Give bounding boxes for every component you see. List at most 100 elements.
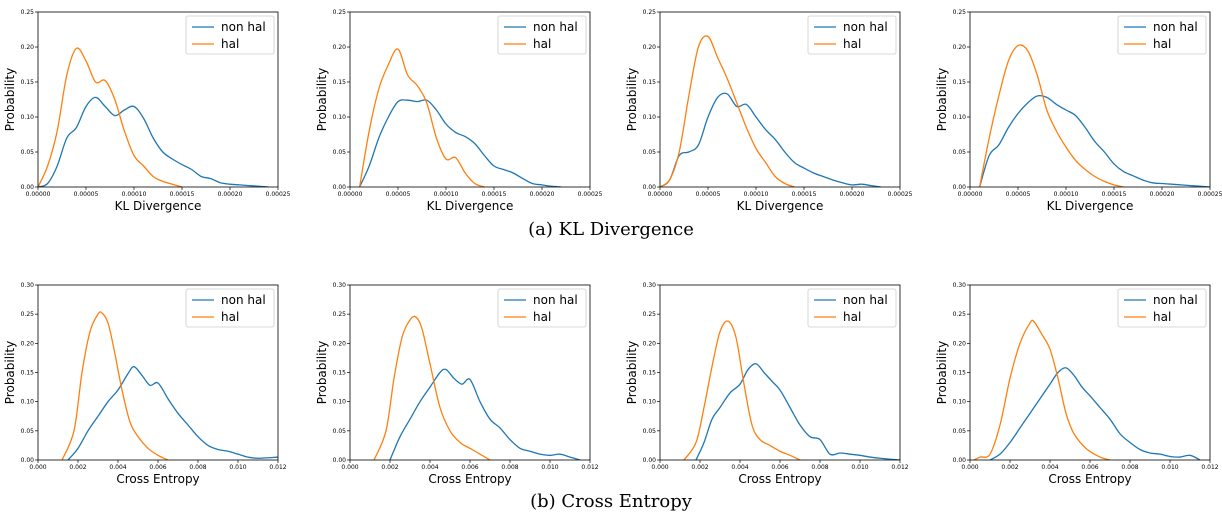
y-tick-label: 0.25 [953,311,967,318]
y-axis-label: Probability [3,68,17,131]
legend: non hal hal [807,288,897,328]
x-tick-label: 0.006 [149,464,166,471]
y-tick-label: 0.10 [643,114,657,121]
legend: non hal hal [497,15,587,55]
x-tick-label: 0.00020 [530,191,555,198]
x-tick-label: 0.00005 [386,191,411,198]
x-tick-label: 0.006 [771,464,788,471]
legend-label-non-hal: non hal [533,20,578,34]
subplot-0-1: 0.00000 0.00005 0.00010 0.00015 0.00020 0.000… [315,9,603,213]
y-tick-label: 0.00 [953,457,967,464]
y-tick-label: 0.05 [21,149,35,156]
x-tick-label: 0.00010 [122,191,147,198]
y-tick-label: 0.30 [21,282,35,289]
series-line-hal [358,48,485,187]
x-tick-label: 0.00015 [482,191,507,198]
y-tick-label: 0.10 [953,399,967,406]
legend-label-hal: hal [533,310,551,324]
x-tick-label: 0.00015 [792,191,817,198]
y-tick-label: 0.00 [643,184,657,191]
y-tick-label: 0.10 [21,399,35,406]
y-tick-label: 0.15 [333,370,347,377]
y-tick-label: 0.15 [21,370,35,377]
y-axis-label: Probability [315,341,329,404]
x-tick-label: 0.00000 [26,191,51,198]
series-line-hal [683,320,801,460]
y-tick-label: 0.00 [21,184,35,191]
legend-label-non-hal: non hal [1153,293,1198,307]
y-tick-label: 0.20 [953,44,967,51]
x-tick-label: 0.00005 [1006,191,1031,198]
series-line-hal [38,47,183,187]
legend: non hal hal [497,288,587,328]
x-tick-label: 0.010 [229,464,246,471]
y-tick-label: 0.15 [21,79,35,86]
subplot-0-2: 0.00000 0.00005 0.00010 0.00015 0.00020 0.000… [625,9,913,213]
series-line-non-hal [38,96,269,187]
series-line-non-hal [389,368,581,460]
x-tick-label: 0.00010 [434,191,459,198]
x-axis-label: Cross Entropy [738,472,821,486]
x-tick-label: 0.012 [581,464,598,471]
series-line-hal [973,319,1111,460]
legend-label-hal: hal [221,310,239,324]
x-tick-label: 0.012 [1201,464,1218,471]
y-tick-label: 0.20 [333,44,347,51]
x-tick-label: 0.00020 [218,191,243,198]
x-axis-label: Cross Entropy [428,472,511,486]
x-axis-label: Cross Entropy [1048,472,1131,486]
legend-label-non-hal: non hal [1153,20,1198,34]
x-tick-label: 0.010 [541,464,558,471]
y-tick-label: 0.05 [953,428,967,435]
x-tick-label: 0.00020 [1150,191,1175,198]
series-line-hal [660,35,795,187]
series-line-non-hal [978,94,1210,187]
y-tick-label: 0.25 [643,311,657,318]
x-tick-label: 0.012 [269,464,286,471]
series-line-hal [978,44,1124,187]
x-tick-label: 0.002 [691,464,708,471]
x-tick-label: 0.000 [651,464,668,471]
x-tick-label: 0.002 [381,464,398,471]
x-tick-label: 0.00010 [744,191,769,198]
y-axis-label: Probability [3,341,17,404]
x-tick-label: 0.000 [341,464,358,471]
legend-label-non-hal: non hal [843,293,888,307]
subplot-1-0: 0.000 0.002 0.004 0.006 0.008 0.010 0.012 0.00 0… [3,282,287,486]
x-tick-label: 0.008 [1121,464,1138,471]
y-tick-label: 0.25 [953,9,967,16]
y-axis-label: Probability [935,341,949,404]
series-line-non-hal [989,367,1201,460]
x-tick-label: 0.00010 [1054,191,1079,198]
y-tick-label: 0.05 [953,149,967,156]
x-tick-label: 0.00020 [840,191,865,198]
legend-label-non-hal: non hal [221,293,266,307]
x-tick-label: 0.000 [961,464,978,471]
legend-label-hal: hal [1153,37,1171,51]
y-tick-label: 0.10 [333,114,347,121]
legend: non hal hal [185,15,275,55]
x-tick-label: 0.00025 [266,191,291,198]
x-axis-label: KL Divergence [427,199,514,213]
x-tick-label: 0.000 [29,464,46,471]
x-tick-label: 0.00025 [578,191,603,198]
y-tick-label: 0.25 [643,9,657,16]
legend-label-hal: hal [843,37,861,51]
y-tick-label: 0.15 [333,79,347,86]
y-tick-label: 0.05 [21,428,35,435]
y-tick-label: 0.00 [21,457,35,464]
x-axis-label: KL Divergence [1047,199,1134,213]
x-tick-label: 0.00000 [648,191,673,198]
series-line-non-hal [67,366,278,460]
legend-label-hal: hal [533,37,551,51]
x-tick-label: 0.006 [1081,464,1098,471]
series-line-non-hal [359,99,562,187]
x-tick-label: 0.00000 [338,191,363,198]
y-tick-label: 0.25 [21,9,35,16]
y-tick-label: 0.25 [333,311,347,318]
x-axis-label: Cross Entropy [116,472,199,486]
x-axis-label: KL Divergence [737,199,824,213]
subplot-1-3: 0.000 0.002 0.004 0.006 0.008 0.010 0.012 0.00 0… [935,282,1219,486]
x-tick-label: 0.012 [891,464,908,471]
